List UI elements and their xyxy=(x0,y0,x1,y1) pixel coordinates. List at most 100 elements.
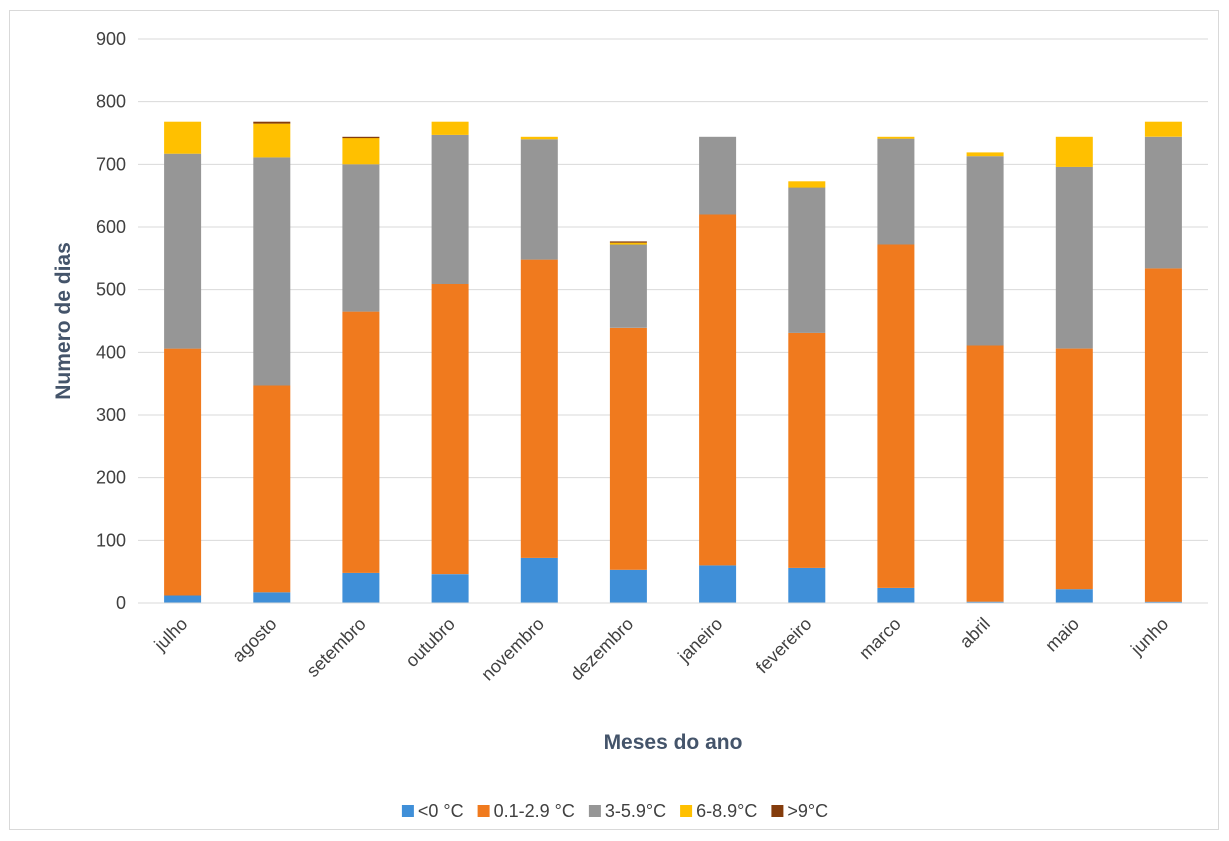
bar-segment-fevereiro-s1 xyxy=(788,332,826,568)
bar-segment-marco-s3 xyxy=(877,136,915,139)
chart-frame: 0 100 200 300 400 500 600 700 800 900 julho agosto… xyxy=(9,10,1219,830)
bar-stack-maio xyxy=(1055,136,1093,603)
bar-segment-junho-s1 xyxy=(1144,268,1182,602)
y-tick-label: 500 xyxy=(96,280,126,300)
x-tick-label: marco xyxy=(855,614,905,664)
stacked-bar-chart: 0 100 200 300 400 500 600 700 800 900 julho agosto… xyxy=(52,29,1208,821)
bars xyxy=(164,121,1182,603)
bar-stack-novembro xyxy=(520,136,558,603)
legend-item: 6-8.9°C xyxy=(680,801,757,821)
y-tick-label: 100 xyxy=(96,530,126,550)
y-tick-label: 800 xyxy=(96,92,126,112)
y-tick-label: 700 xyxy=(96,154,126,174)
x-tick-label: fevereiro xyxy=(752,614,816,678)
x-tick-label: dezembro xyxy=(567,614,638,685)
bar-segment-maio-s0 xyxy=(1055,589,1093,603)
bar-stack-janeiro xyxy=(699,136,737,603)
bar-segment-setembro-s0 xyxy=(342,572,380,603)
bar-segment-abril-s1 xyxy=(966,345,1004,602)
bar-segment-julho-s0 xyxy=(164,595,202,603)
bar-segment-dezembro-s0 xyxy=(609,569,647,603)
y-tick-label: 0 xyxy=(116,593,126,613)
x-tick-label: janeiro xyxy=(673,614,726,667)
bar-segment-julho-s3 xyxy=(164,121,202,154)
legend-swatch xyxy=(477,805,490,817)
bar-segment-maio-s1 xyxy=(1055,348,1093,590)
x-tick-label: outubro xyxy=(402,614,459,671)
bar-stack-junho xyxy=(1144,121,1182,603)
bar-segment-junho-s3 xyxy=(1144,121,1182,137)
bar-stack-fevereiro xyxy=(788,181,826,603)
y-tick-label: 200 xyxy=(96,468,126,488)
legend-swatch xyxy=(588,805,601,817)
bar-segment-julho-s1 xyxy=(164,348,202,596)
gridlines xyxy=(138,38,1208,541)
bar-segment-dezembro-s3 xyxy=(609,242,647,245)
legend-item: >9°C xyxy=(771,801,828,821)
bar-segment-agosto-s4 xyxy=(253,121,291,124)
bar-segment-agosto-s1 xyxy=(253,385,291,593)
bar-stack-agosto xyxy=(253,121,291,603)
bar-segment-dezembro-s1 xyxy=(609,327,647,570)
legend-label: <0 °C xyxy=(418,801,464,821)
bar-segment-marco-s2 xyxy=(877,138,915,245)
x-tick-label: junho xyxy=(1126,614,1172,660)
x-tick-label: novembro xyxy=(477,614,548,685)
y-axis-title: Numero de dias xyxy=(52,242,75,400)
y-tick-label: 400 xyxy=(96,342,126,362)
bar-segment-outubro-s0 xyxy=(431,574,469,603)
bar-segment-janeiro-s2 xyxy=(699,136,737,215)
legend-label: 6-8.9°C xyxy=(696,801,757,821)
bar-stack-setembro xyxy=(342,136,380,603)
x-tick-label: agosto xyxy=(228,614,280,666)
bar-segment-julho-s2 xyxy=(164,153,202,349)
bar-stack-julho xyxy=(164,121,202,603)
legend-item: <0 °C xyxy=(401,801,464,821)
legend-item: 3-5.9°C xyxy=(588,801,666,821)
bar-segment-fevereiro-s3 xyxy=(788,181,826,188)
bar-segment-abril-s0 xyxy=(966,601,1004,603)
x-tick-label: maio xyxy=(1041,614,1083,656)
y-tick-label: 600 xyxy=(96,217,126,237)
x-tick-label: abril xyxy=(956,614,994,652)
bar-segment-agosto-s2 xyxy=(253,157,291,386)
bar-segment-novembro-s3 xyxy=(520,136,558,140)
y-axis-ticks: 0 100 200 300 400 500 600 700 800 900 xyxy=(96,29,126,613)
bar-segment-abril-s2 xyxy=(966,156,1004,346)
bar-segment-fevereiro-s2 xyxy=(788,187,826,333)
legend-label: 0.1-2.9 °C xyxy=(494,801,575,821)
bar-stack-marco xyxy=(877,136,915,603)
bar-segment-setembro-s3 xyxy=(342,138,380,165)
legend-swatch xyxy=(771,805,784,817)
bar-segment-maio-s3 xyxy=(1055,136,1093,167)
legend-swatch xyxy=(680,805,693,817)
y-tick-label: 300 xyxy=(96,405,126,425)
bar-stack-outubro xyxy=(431,121,469,603)
bar-segment-setembro-s1 xyxy=(342,311,380,573)
bar-segment-fevereiro-s0 xyxy=(788,567,826,603)
bar-segment-janeiro-s0 xyxy=(699,565,737,603)
bar-segment-junho-s2 xyxy=(1144,136,1182,269)
bar-stack-abril xyxy=(966,152,1004,603)
bar-segment-agosto-s0 xyxy=(253,592,291,603)
bar-segment-marco-s1 xyxy=(877,244,915,588)
bar-segment-maio-s2 xyxy=(1055,166,1093,349)
bar-segment-outubro-s3 xyxy=(431,121,469,135)
x-tick-label: setembro xyxy=(303,614,370,681)
bar-segment-janeiro-s1 xyxy=(699,214,737,566)
bar-segment-dezembro-s4 xyxy=(609,241,647,243)
bar-segment-setembro-s4 xyxy=(342,136,380,139)
bar-segment-outubro-s2 xyxy=(431,134,469,284)
bar-segment-novembro-s1 xyxy=(520,259,558,558)
legend-label: >9°C xyxy=(787,801,828,821)
x-axis-ticks: julho agosto setembro outubro novembro dezemb… xyxy=(150,614,1173,685)
bar-segment-dezembro-s2 xyxy=(609,244,647,328)
bar-segment-novembro-s0 xyxy=(520,557,558,603)
x-axis-title: Meses do ano xyxy=(604,731,743,754)
bar-segment-junho-s0 xyxy=(1144,601,1182,603)
y-tick-label: 900 xyxy=(96,29,126,49)
legend: <0 °C 0.1-2.9 °C 3-5.9°C 6-8.9°C >9°C xyxy=(401,801,828,821)
bar-segment-agosto-s3 xyxy=(253,123,291,158)
legend-swatch xyxy=(401,805,414,817)
bar-segment-marco-s0 xyxy=(877,588,915,603)
